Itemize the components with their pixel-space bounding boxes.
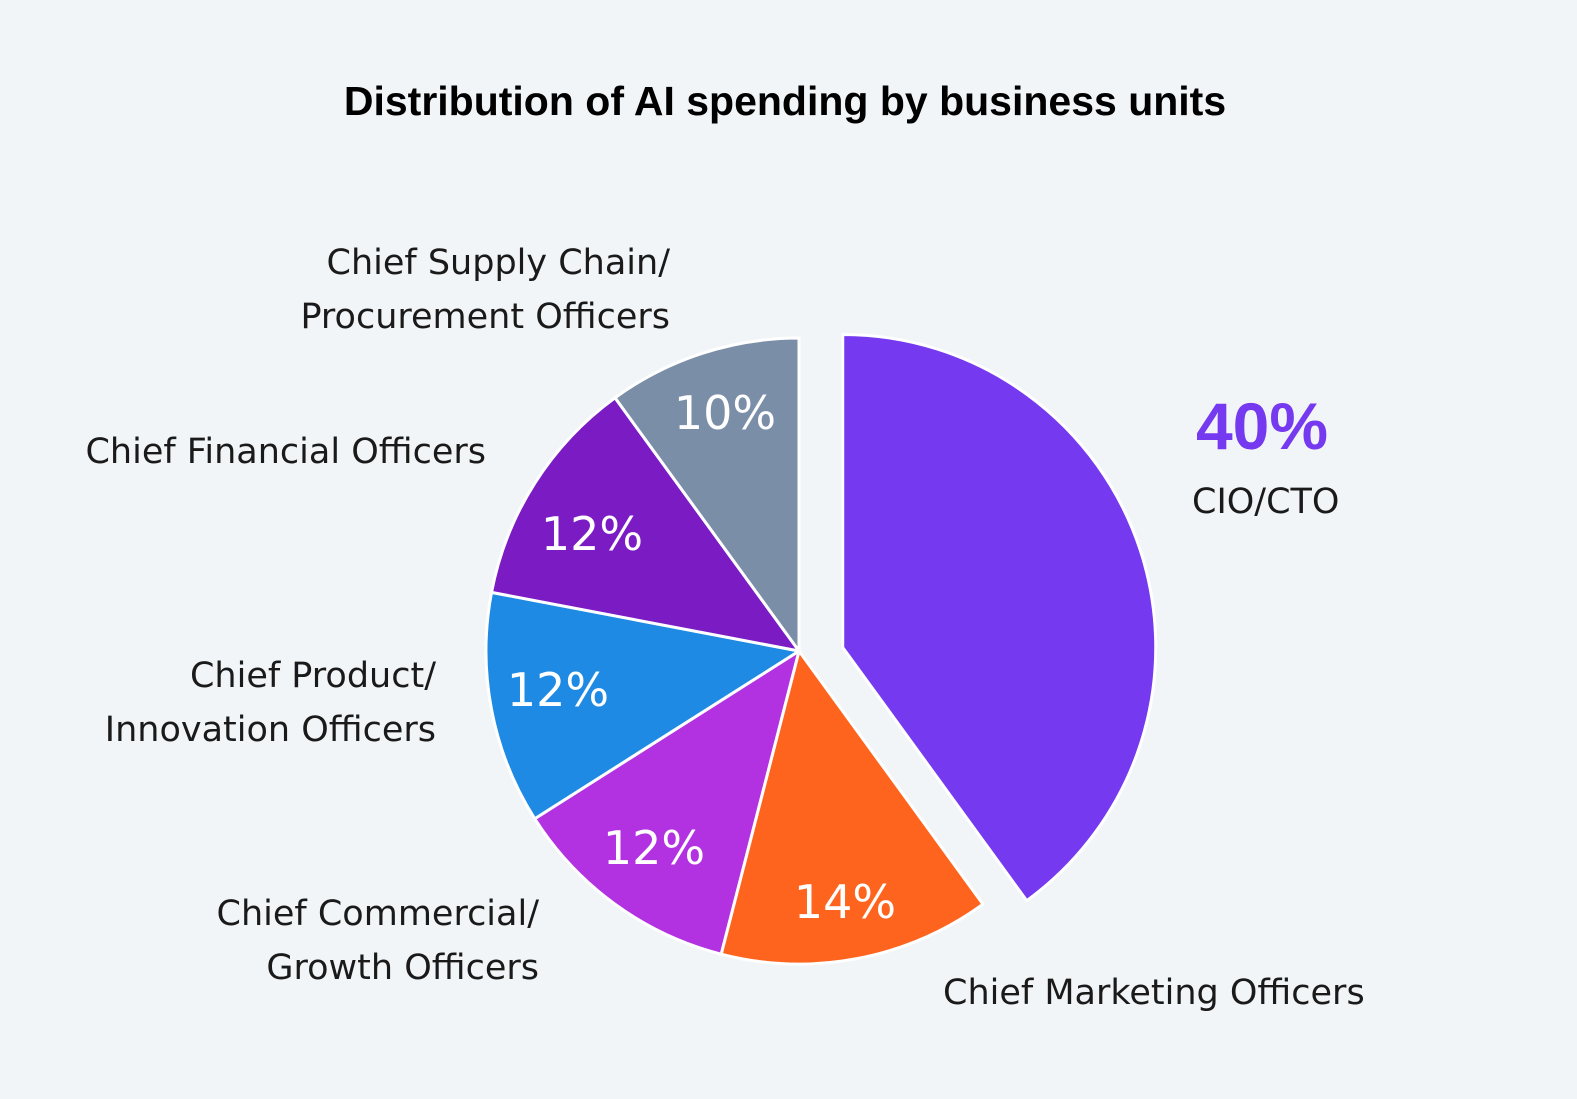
pct-label-chief-marketing-officers: 14%	[794, 875, 896, 929]
category-label-chief-product-innovation-officers: Chief Product/Innovation Officers	[105, 656, 436, 750]
pct-label-chief-commercial-growth-officers: 12%	[603, 821, 705, 875]
pct-label-chief-product-innovation-officers: 12%	[507, 663, 609, 717]
pie-slice-cio-cto	[841, 332, 1158, 903]
category-label-cio-cto: CIO/CTO	[1192, 482, 1339, 522]
pct-label-chief-supply-chain-procurement-officers: 10%	[674, 386, 776, 440]
pie-slice-chief-financial-officers	[490, 396, 801, 653]
category-label-chief-financial-officers: Chief Financial Officers	[85, 432, 486, 472]
category-label-chief-supply-chain-procurement-officers: Chief Supply Chain/Procurement Officers	[300, 243, 670, 337]
pct-label-cio-cto: 40%	[1196, 389, 1328, 463]
pie-slices	[484, 332, 1158, 966]
category-label-chief-marketing-officers: Chief Marketing Officers	[943, 973, 1365, 1013]
category-labels: CIO/CTO Chief Marketing Officers Chief Com…	[85, 243, 1364, 1013]
chart-title: Distribution of AI spending by business …	[344, 78, 1226, 124]
percentage-labels: 40% 14% 12% 12% 12% 10%	[507, 386, 1328, 929]
pie-slice-chief-supply-chain-procurement-officers	[613, 336, 801, 653]
pie-slice-chief-commercial-growth-officers	[533, 649, 801, 956]
category-label-chief-commercial-growth-officers: Chief Commercial/Growth Officers	[217, 894, 540, 988]
pie-slice-chief-product-innovation-officers	[484, 590, 801, 821]
pct-label-chief-financial-officers: 12%	[541, 507, 643, 561]
pie-slice-chief-marketing-officers	[719, 649, 985, 966]
